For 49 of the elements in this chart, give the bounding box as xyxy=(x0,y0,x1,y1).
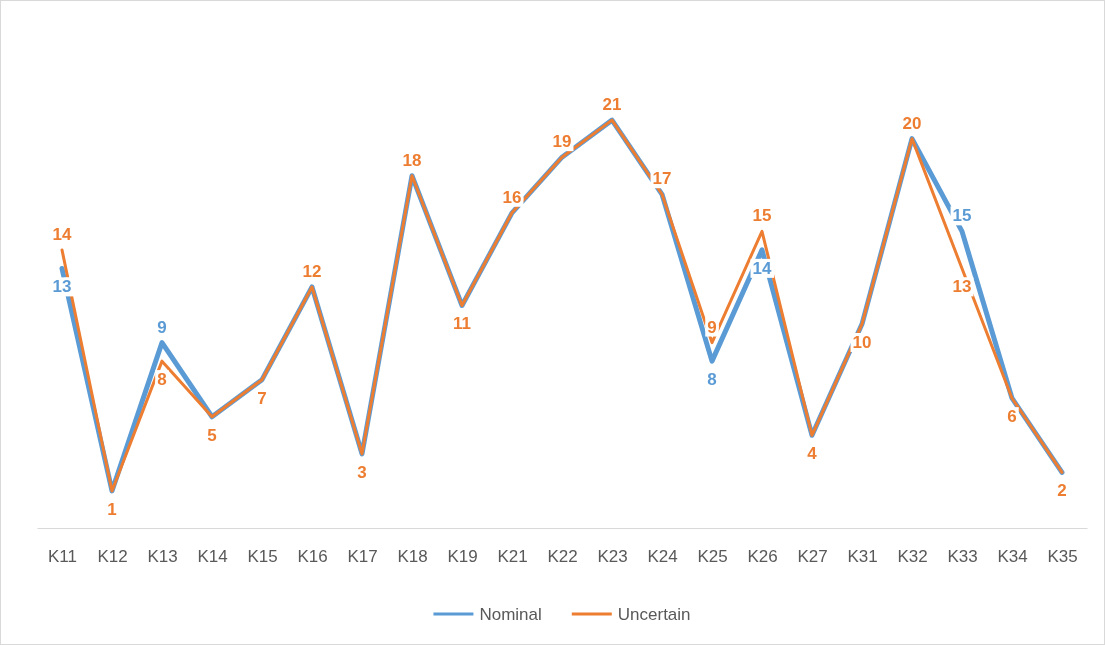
x-tick-label: K16 xyxy=(297,547,328,567)
data-label: 6 xyxy=(1007,407,1017,427)
x-tick-label: K17 xyxy=(347,547,378,567)
data-label: 11 xyxy=(453,314,471,334)
x-tick-label: K33 xyxy=(947,547,978,567)
x-tick-label: K19 xyxy=(447,547,478,567)
data-label: 2 xyxy=(1057,481,1067,501)
x-tick-label: K32 xyxy=(897,547,928,567)
data-label: 15 xyxy=(952,206,972,226)
x-tick-label: K24 xyxy=(647,547,678,567)
data-label: 13 xyxy=(952,277,972,297)
data-label: 9 xyxy=(157,317,167,337)
data-label: 16 xyxy=(502,187,522,207)
data-label: 14 xyxy=(752,258,772,278)
x-tick-label: K21 xyxy=(497,547,528,567)
x-tick-label: K34 xyxy=(997,547,1028,567)
x-tick-label: K22 xyxy=(547,547,578,567)
x-tick-label: K12 xyxy=(97,547,128,567)
data-label: 3 xyxy=(357,462,367,482)
legend-label: Nominal xyxy=(479,604,542,624)
data-label: 8 xyxy=(707,370,717,390)
data-label: 18 xyxy=(402,150,422,170)
data-label: 15 xyxy=(752,206,772,226)
data-label: 5 xyxy=(207,425,217,445)
data-label: 17 xyxy=(652,169,672,189)
x-tick-label: K23 xyxy=(597,547,628,567)
data-label: 14 xyxy=(52,224,72,244)
data-label: 4 xyxy=(807,444,818,464)
x-tick-label: K18 xyxy=(397,547,428,567)
x-tick-label: K13 xyxy=(147,547,178,567)
x-tick-label: K15 xyxy=(247,547,278,567)
data-label: 21 xyxy=(602,95,622,115)
x-tick-label: K35 xyxy=(1047,547,1078,567)
x-tick-label: K14 xyxy=(197,547,228,567)
data-label: 12 xyxy=(302,261,322,281)
data-label: 1 xyxy=(107,499,117,519)
data-label: 13 xyxy=(52,277,72,297)
data-label: 20 xyxy=(902,113,922,133)
legend-label: Uncertain xyxy=(617,604,691,624)
x-tick-label: K11 xyxy=(48,547,77,567)
data-label: 9 xyxy=(707,317,717,337)
data-label: 7 xyxy=(257,388,267,408)
data-label: 8 xyxy=(157,370,167,390)
x-tick-label: K26 xyxy=(747,547,778,567)
x-tick-label: K31 xyxy=(847,547,878,567)
x-tick-label: K25 xyxy=(697,547,728,567)
data-label: 19 xyxy=(552,132,572,152)
x-tick-label: K27 xyxy=(797,547,828,567)
data-label: 10 xyxy=(852,333,872,353)
